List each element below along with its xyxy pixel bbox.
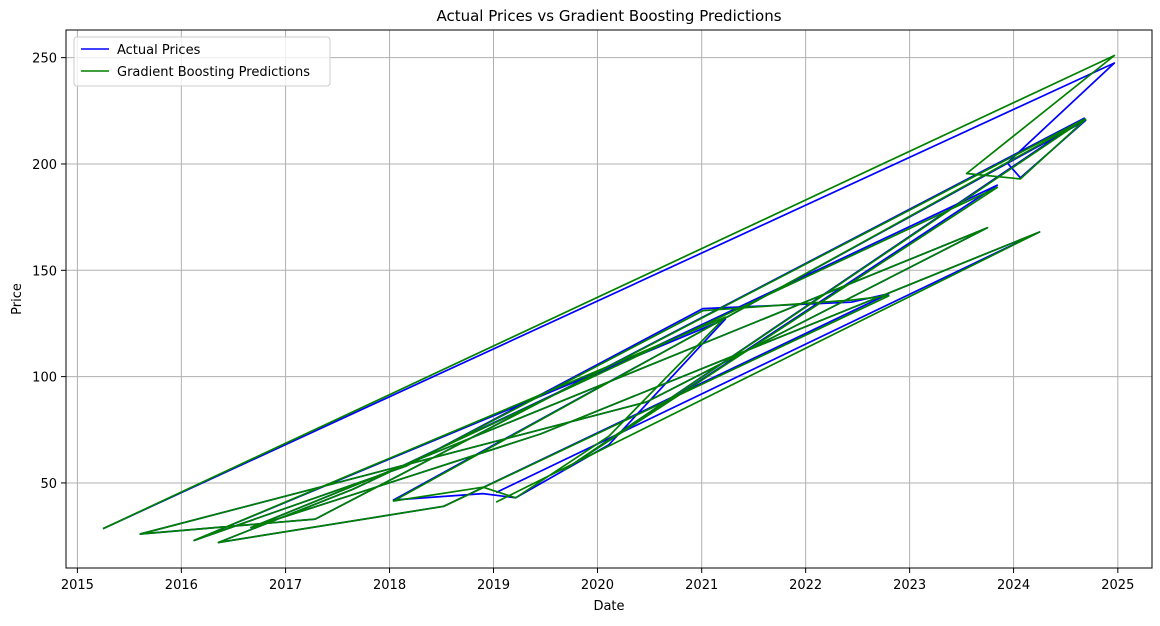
- legend: Actual Prices Gradient Boosting Predicti…: [73, 36, 331, 87]
- x-tick-label: 2017: [269, 578, 302, 593]
- y-axis-label: Price: [10, 283, 25, 315]
- x-tick-label: 2024: [997, 578, 1030, 593]
- x-tick-label: 2025: [1101, 578, 1134, 593]
- legend-label-predictions: Gradient Boosting Predictions: [117, 65, 310, 80]
- x-tick-label: 2019: [477, 578, 510, 593]
- series-lines: [102, 54, 1116, 544]
- y-tick-label: 50: [40, 477, 57, 492]
- legend-label-actual: Actual Prices: [117, 43, 201, 58]
- axis-ticks: 2015 2016 2017 2018 2019 2020 2021 2022 2023 2024…: [32, 52, 1134, 593]
- y-tick-label: 100: [32, 371, 57, 386]
- x-tick-label: 2020: [581, 578, 614, 593]
- grid: [66, 30, 1152, 568]
- x-tick-label: 2022: [789, 578, 822, 593]
- x-tick-label: 2021: [685, 578, 718, 593]
- y-tick-label: 250: [32, 52, 57, 67]
- predictions-line: [102, 54, 1116, 544]
- plot-frame: [65, 29, 1153, 569]
- x-tick-label: 2016: [165, 578, 198, 593]
- x-tick-label: 2015: [61, 578, 94, 593]
- y-tick-label: 200: [32, 158, 57, 173]
- chart-title: Actual Prices vs Gradient Boosting Predi…: [436, 7, 781, 25]
- x-axis-label: Date: [593, 599, 624, 614]
- x-tick-label: 2018: [373, 578, 406, 593]
- legend-box: [73, 36, 331, 87]
- x-tick-label: 2023: [893, 578, 926, 593]
- y-tick-label: 150: [32, 264, 57, 279]
